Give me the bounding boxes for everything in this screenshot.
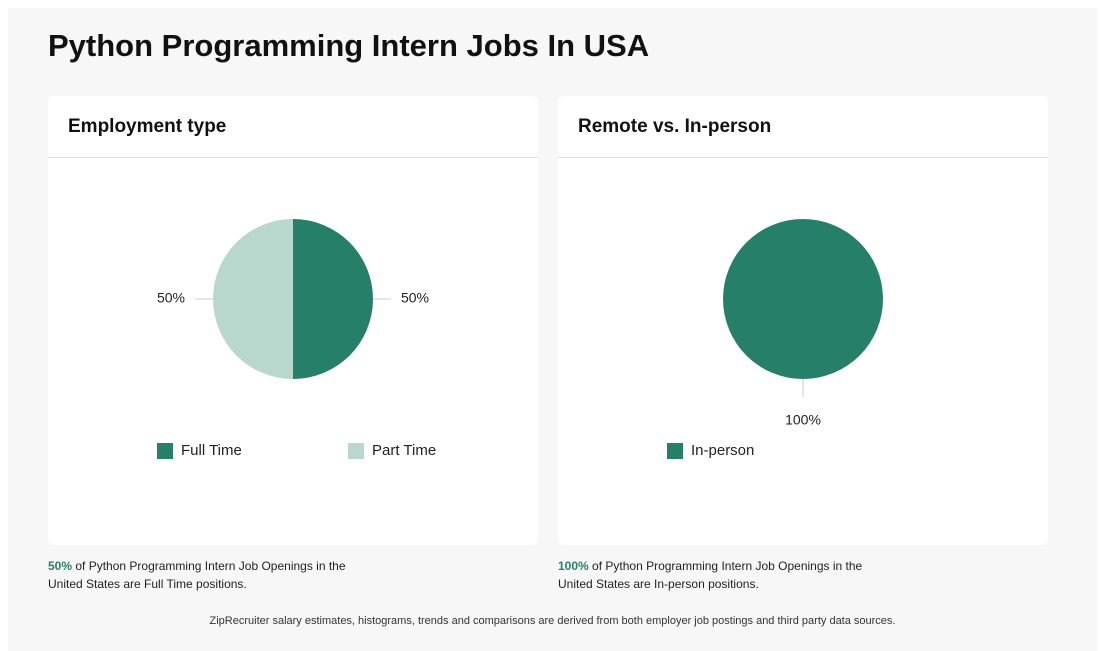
page-frame: Python Programming Intern Jobs In USA Em…: [8, 8, 1097, 651]
pie-slice: [293, 219, 373, 379]
footer: ZipRecruiter salary estimates, histogram…: [209, 615, 896, 627]
legend-label: Part Time: [372, 442, 436, 459]
card-title: Employment type: [48, 96, 538, 158]
card-title: Remote vs. In-person: [558, 96, 1048, 158]
legend-swatch: [157, 443, 173, 459]
legend-label: Full Time: [181, 442, 242, 459]
data-label: 50%: [401, 290, 429, 306]
pie-slice: [723, 219, 883, 379]
legend-swatch: [348, 443, 364, 459]
caption-text: of Python Programming Intern Job Opening…: [558, 559, 863, 591]
caption: 50% of Python Programming Intern Job Ope…: [48, 557, 368, 593]
legend-swatch: [667, 443, 683, 459]
legend-label: In-person: [691, 442, 754, 459]
pie-slice: [213, 219, 293, 379]
pie-chart: 50% Full Time 50% Part Time: [157, 219, 436, 459]
caption: 100% of Python Programming Intern Job Op…: [558, 557, 878, 593]
data-label: 100%: [785, 412, 821, 428]
data-label: 50%: [157, 290, 185, 306]
caption-text: of Python Programming Intern Job Opening…: [48, 559, 346, 591]
pie-chart: 100% In-person: [667, 219, 883, 459]
caption-highlight: 50%: [48, 559, 73, 573]
page-title: Python Programming Intern Jobs In USA: [48, 28, 650, 63]
caption-highlight: 100%: [558, 559, 589, 573]
card: Remote vs. In-person 100% In-person: [558, 96, 1048, 545]
card: Employment type 50% Full Time 50% Part Time: [48, 96, 538, 545]
